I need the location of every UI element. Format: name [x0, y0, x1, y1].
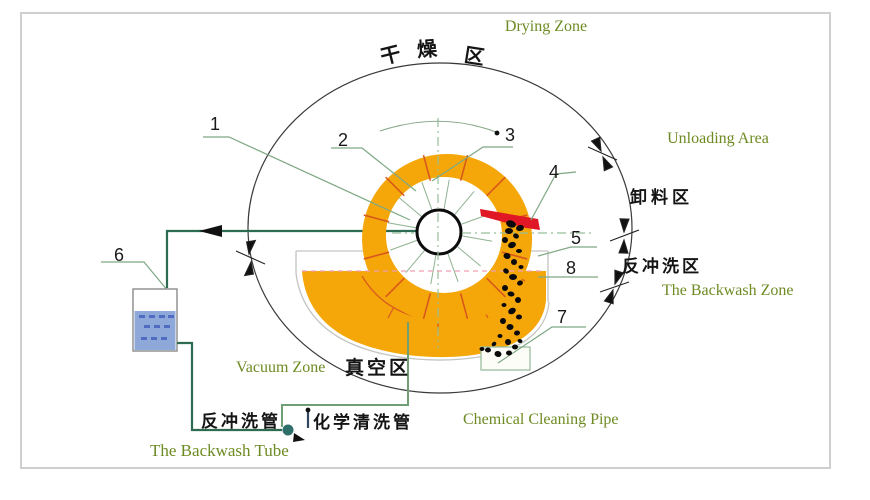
label-backwash-zone-en: The Backwash Zone — [662, 282, 794, 299]
drum-spokes — [387, 179, 493, 285]
label-backwash-tube-zh: 反冲洗管 — [201, 411, 281, 431]
center-hub — [415, 208, 463, 256]
filtrate-pipe — [165, 229, 416, 288]
chemical-injector-tip — [305, 407, 311, 413]
label-drying-zone-zh-2: 燥 — [416, 37, 439, 61]
flow-arrow-left-icon — [199, 225, 222, 237]
zone-boundary-markers — [235, 136, 640, 305]
label-chemical-pipe-zh: 化学清洗管 — [313, 412, 413, 432]
pump-arrow-icon — [293, 433, 305, 442]
beaker-liquid-dashes — [139, 315, 174, 340]
filtrate-beaker — [132, 288, 178, 352]
part-number-8: 8 — [566, 258, 576, 278]
label-chemical-pipe-en: Chemical Cleaning Pipe — [463, 411, 619, 428]
part-number-1: 1 — [210, 114, 220, 134]
discharge-scraper — [480, 209, 540, 230]
label-backwash-zone-zh: 反冲洗区 — [622, 256, 702, 276]
backwash-pump — [282, 424, 294, 436]
chemical-cleaning-pipe-line — [281, 322, 409, 427]
part-number-3: 3 — [505, 125, 515, 145]
part-number-7: 7 — [557, 307, 567, 327]
cake-particles — [479, 220, 524, 358]
part-number-4: 4 — [549, 162, 559, 182]
drum-housing-circle — [247, 62, 633, 394]
label-drying-zone-zh-3: 区 — [463, 45, 486, 70]
label-vacuum-zone-en: Vacuum Zone — [236, 359, 325, 376]
label-unloading-area-zh: 卸料区 — [630, 187, 693, 207]
label-vacuum-zone-zh: 真空区 — [345, 356, 411, 379]
label-drying-zone-en: Drying Zone — [505, 18, 587, 35]
rotation-arc-tip — [494, 130, 500, 136]
part-number-2: 2 — [338, 130, 348, 150]
label-backwash-tube-en: The Backwash Tube — [150, 441, 289, 460]
part-number-5: 5 — [571, 228, 581, 248]
backwash-tube-pipe — [177, 341, 282, 432]
part-number-6: 6 — [114, 245, 124, 265]
label-unloading-area-en: Unloading Area — [667, 130, 769, 147]
rotation-direction-arc — [379, 120, 497, 133]
leader-lines — [101, 136, 598, 364]
